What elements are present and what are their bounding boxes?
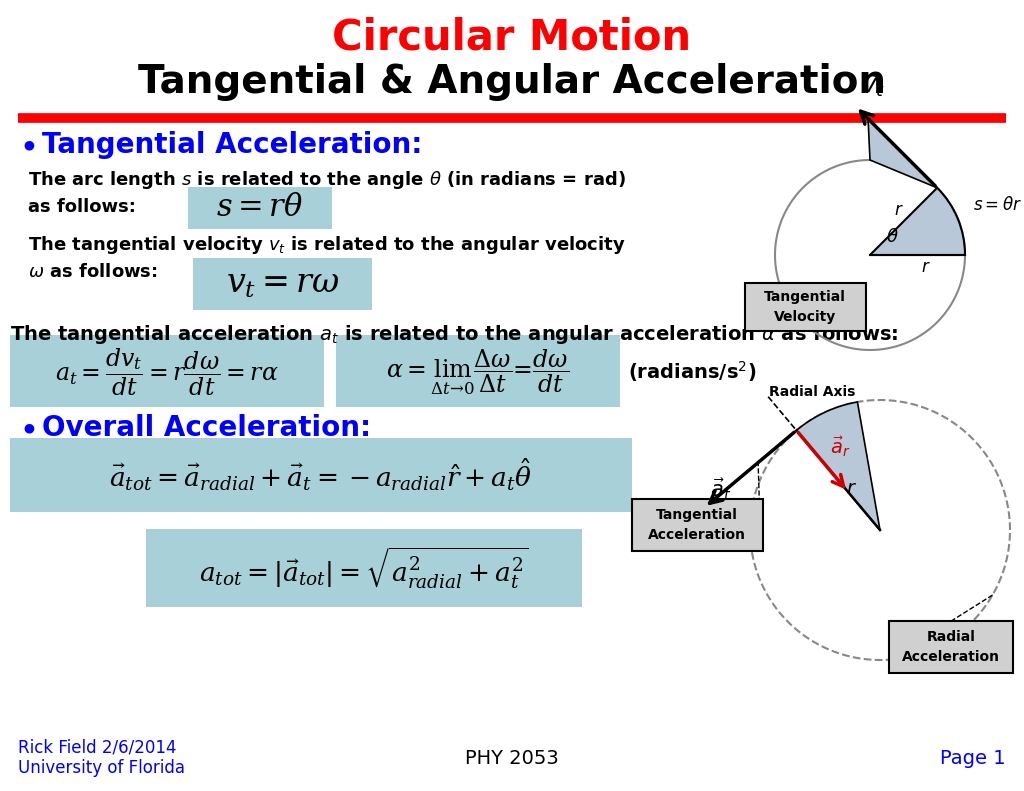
FancyBboxPatch shape [336,335,620,407]
Text: $a_{tot} = |\vec{a}_{tot}| = \sqrt{a^2_{radial} + a^2_t}$: $a_{tot} = |\vec{a}_{tot}| = \sqrt{a^2_{… [199,546,529,590]
Text: Radial
Acceleration: Radial Acceleration [902,630,1000,664]
FancyBboxPatch shape [889,621,1013,673]
FancyBboxPatch shape [632,499,763,551]
Text: Radial Axis: Radial Axis [769,385,856,399]
Text: University of Florida: University of Florida [18,759,185,777]
Text: $s = \theta r$: $s = \theta r$ [973,196,1022,214]
FancyBboxPatch shape [193,258,372,310]
Text: (radians/s$^2$): (radians/s$^2$) [628,360,757,384]
Text: Overall Acceleration:: Overall Acceleration: [42,414,371,442]
Text: $\alpha = \lim_{\Delta t \to 0}\dfrac{\Delta\omega}{\Delta t} = \dfrac{d\omega}{: $\alpha = \lim_{\Delta t \to 0}\dfrac{\D… [386,347,569,397]
Text: The tangential acceleration $a_t$ is related to the angular acceleration $\alpha: The tangential acceleration $a_t$ is rel… [10,324,898,346]
Text: Circular Motion: Circular Motion [333,17,691,59]
Text: r: r [846,479,854,498]
Polygon shape [868,119,937,187]
Text: $\bullet$: $\bullet$ [18,411,35,445]
Text: $v_t = r\omega$: $v_t = r\omega$ [226,267,340,301]
Text: Tangential & Angular Acceleration: Tangential & Angular Acceleration [138,63,886,101]
Text: $\bullet$: $\bullet$ [18,128,35,161]
Text: Tangential
Acceleration: Tangential Acceleration [648,509,746,542]
Text: as follows:: as follows: [28,198,136,216]
Text: The tangential velocity $v_t$ is related to the angular velocity: The tangential velocity $v_t$ is related… [28,234,626,256]
Text: $s = r\theta$: $s = r\theta$ [216,194,303,222]
Text: $\vec{a}_r$: $\vec{a}_r$ [829,434,850,459]
Text: $\omega$ as follows:: $\omega$ as follows: [28,263,158,281]
FancyBboxPatch shape [10,335,324,407]
Polygon shape [797,402,880,530]
FancyBboxPatch shape [188,187,332,229]
Text: r: r [922,258,929,276]
Text: Tangential
Velocity: Tangential Velocity [764,290,846,324]
Wedge shape [870,187,965,255]
FancyBboxPatch shape [745,283,866,331]
Text: $\vec{a}_t$: $\vec{a}_t$ [710,476,731,502]
Text: PHY 2053: PHY 2053 [465,748,559,767]
Text: $\vec{a}_{tot} = \vec{a}_{radial} + \vec{a}_t = -a_{radial}\hat{r} + a_t\hat{\th: $\vec{a}_{tot} = \vec{a}_{radial} + \vec… [110,456,532,494]
Text: $a_t = \dfrac{dv_t}{dt} = r\dfrac{d\omega}{dt} = r\alpha$: $a_t = \dfrac{dv_t}{dt} = r\dfrac{d\omeg… [55,346,279,398]
Text: Page 1: Page 1 [940,748,1006,767]
Text: Tangential Acceleration:: Tangential Acceleration: [42,131,422,159]
Text: $v_t$: $v_t$ [861,74,885,99]
Text: $\theta$: $\theta$ [886,228,898,246]
Text: r: r [895,201,901,219]
FancyBboxPatch shape [146,529,582,607]
FancyBboxPatch shape [10,438,632,512]
Text: The arc length $s$ is related to the angle $\theta$ (in radians = rad): The arc length $s$ is related to the ang… [28,169,626,191]
Text: Rick Field 2/6/2014: Rick Field 2/6/2014 [18,739,176,757]
